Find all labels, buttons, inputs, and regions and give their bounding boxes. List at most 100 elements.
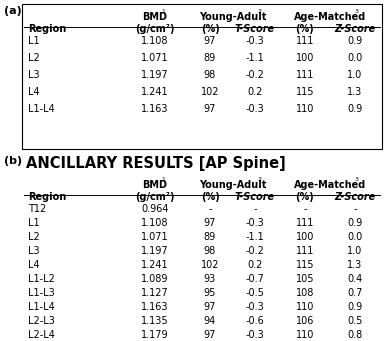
Text: 1.241: 1.241 [141, 87, 169, 97]
Text: 108: 108 [296, 288, 314, 298]
Text: Region: Region [28, 24, 66, 34]
Text: 1: 1 [162, 177, 166, 182]
Text: -0.6: -0.6 [246, 316, 264, 326]
Text: (%): (%) [200, 24, 219, 34]
Text: 100: 100 [296, 232, 314, 242]
Text: 3: 3 [354, 9, 359, 14]
Text: 111: 111 [296, 70, 314, 80]
Text: 0.9: 0.9 [348, 36, 363, 46]
Text: 97: 97 [204, 36, 216, 46]
Text: 95: 95 [204, 288, 216, 298]
Text: 1.127: 1.127 [141, 288, 169, 298]
Text: 1.163: 1.163 [141, 302, 169, 312]
Text: 1.197: 1.197 [141, 70, 169, 80]
Text: 0.0: 0.0 [348, 53, 363, 63]
Text: -: - [353, 204, 357, 214]
Text: 98: 98 [204, 70, 216, 80]
Text: (g/cm²): (g/cm²) [135, 24, 175, 34]
Text: 89: 89 [204, 232, 216, 242]
Text: 1.197: 1.197 [141, 246, 169, 256]
Text: 1.3: 1.3 [348, 260, 363, 270]
Text: 97: 97 [204, 218, 216, 228]
Text: -1.1: -1.1 [246, 53, 264, 63]
Text: 1.241: 1.241 [141, 260, 169, 270]
Text: -0.7: -0.7 [246, 274, 264, 284]
Text: 111: 111 [296, 246, 314, 256]
Text: 102: 102 [201, 87, 219, 97]
Text: (%): (%) [296, 24, 314, 34]
Text: 1.108: 1.108 [141, 218, 169, 228]
Text: -0.3: -0.3 [246, 36, 264, 46]
Text: 1.163: 1.163 [141, 104, 169, 114]
Text: 97: 97 [204, 330, 216, 340]
Text: 0.4: 0.4 [348, 274, 363, 284]
Text: 0.0: 0.0 [348, 232, 363, 242]
Text: BMD: BMD [142, 12, 168, 22]
Text: L3: L3 [28, 70, 39, 80]
Text: (a): (a) [4, 6, 22, 16]
Text: 0.9: 0.9 [348, 104, 363, 114]
Text: T12: T12 [28, 204, 46, 214]
Text: Young-Adult: Young-Adult [199, 180, 266, 190]
Text: L1-L4: L1-L4 [28, 104, 55, 114]
Text: (%): (%) [296, 192, 314, 202]
Text: 0.9: 0.9 [348, 218, 363, 228]
Text: 105: 105 [296, 274, 314, 284]
Text: -0.3: -0.3 [246, 104, 264, 114]
Bar [22, 4, 382, 149]
Text: 1.0: 1.0 [348, 246, 363, 256]
Text: 111: 111 [296, 36, 314, 46]
Text: T-Score: T-Score [235, 192, 275, 202]
Text: (g/cm²): (g/cm²) [135, 192, 175, 202]
Text: 0.964: 0.964 [141, 204, 169, 214]
Text: -0.3: -0.3 [246, 218, 264, 228]
Text: L1: L1 [28, 36, 39, 46]
Text: 94: 94 [204, 316, 216, 326]
Text: 1.0: 1.0 [348, 70, 363, 80]
Text: 115: 115 [296, 260, 314, 270]
Text: 1.135: 1.135 [141, 316, 169, 326]
Text: L2-L4: L2-L4 [28, 330, 55, 340]
Text: Young-Adult: Young-Adult [199, 12, 266, 22]
Text: 98: 98 [204, 246, 216, 256]
Text: -0.3: -0.3 [246, 330, 264, 340]
Text: 2: 2 [257, 177, 261, 182]
Text: 93: 93 [204, 274, 216, 284]
Text: L4: L4 [28, 87, 39, 97]
Text: 102: 102 [201, 260, 219, 270]
Text: BMD: BMD [142, 180, 168, 190]
Text: -0.3: -0.3 [246, 302, 264, 312]
Text: 1.071: 1.071 [141, 232, 169, 242]
Text: 0.7: 0.7 [347, 288, 363, 298]
Text: -0.2: -0.2 [246, 246, 264, 256]
Text: -: - [303, 204, 307, 214]
Text: 111: 111 [296, 218, 314, 228]
Text: Z-Score: Z-Score [334, 24, 376, 34]
Text: 1.3: 1.3 [348, 87, 363, 97]
Text: L4: L4 [28, 260, 39, 270]
Text: 115: 115 [296, 87, 314, 97]
Text: 1: 1 [162, 9, 166, 14]
Text: T-Score: T-Score [235, 24, 275, 34]
Text: Region: Region [28, 192, 66, 202]
Text: L2-L3: L2-L3 [28, 316, 55, 326]
Text: 0.2: 0.2 [247, 87, 263, 97]
Text: 2: 2 [257, 9, 261, 14]
Text: 1.071: 1.071 [141, 53, 169, 63]
Text: 3: 3 [354, 177, 359, 182]
Text: 1.089: 1.089 [141, 274, 169, 284]
Text: 1.108: 1.108 [141, 36, 169, 46]
Text: L3: L3 [28, 246, 39, 256]
Text: L2: L2 [28, 232, 40, 242]
Text: L1-L2: L1-L2 [28, 274, 55, 284]
Text: L1: L1 [28, 218, 39, 228]
Text: 0.8: 0.8 [348, 330, 363, 340]
Text: ANCILLARY RESULTS [AP Spine]: ANCILLARY RESULTS [AP Spine] [26, 156, 286, 171]
Text: L1-L4: L1-L4 [28, 302, 55, 312]
Text: 0.5: 0.5 [347, 316, 363, 326]
Text: -: - [208, 204, 212, 214]
Text: -0.5: -0.5 [246, 288, 264, 298]
Text: 0.9: 0.9 [348, 302, 363, 312]
Text: -1.1: -1.1 [246, 232, 264, 242]
Text: L1-L3: L1-L3 [28, 288, 55, 298]
